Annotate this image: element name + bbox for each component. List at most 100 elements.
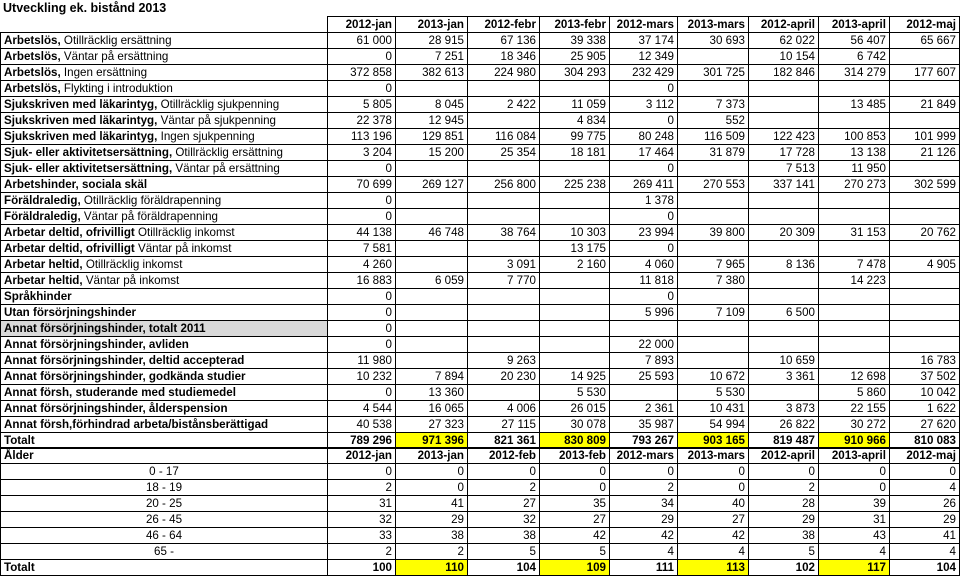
value-cell: 0 (327, 48, 396, 65)
age-total-value-cell: 113 (677, 559, 749, 576)
value-cell: 21 126 (889, 144, 960, 161)
value-cell: 16 883 (327, 272, 396, 289)
row-label-category: Sjuk- eller aktivitetsersättning, (4, 162, 173, 175)
value-cell: 4 060 (609, 256, 678, 273)
age-value-cell: 4 (609, 543, 678, 560)
row-label-category: Sjukskriven med läkarintyg, (4, 130, 158, 143)
age-value-cell: 26 (889, 495, 960, 512)
value-cell: 35 987 (609, 416, 678, 433)
row-label-detail: Otillräcklig inkomst (134, 226, 235, 239)
value-cell (467, 384, 540, 401)
value-cell (889, 336, 960, 353)
value-cell: 1 622 (889, 400, 960, 417)
table-row: Arbetar deltid, ofrivilligt Otillräcklig… (0, 224, 960, 241)
value-cell: 11 980 (327, 352, 396, 369)
value-cell (539, 160, 610, 177)
value-cell (395, 352, 468, 369)
value-cell (467, 160, 540, 177)
row-label-detail: Otillräcklig föräldrapenning (80, 194, 222, 207)
value-cell: 40 538 (327, 416, 396, 433)
value-cell (889, 304, 960, 321)
value-cell (748, 384, 819, 401)
value-cell (818, 320, 890, 337)
value-cell: 80 248 (609, 128, 678, 145)
table-row: Föräldraledig, Otillräcklig föräldrapenn… (0, 192, 960, 209)
age-total-value-cell: 104 (889, 559, 960, 576)
value-cell: 13 138 (818, 144, 890, 161)
row-label-category: Arbetslös, (4, 66, 61, 79)
age-value-cell: 42 (539, 527, 610, 544)
row-label-category: Arbetslös, (4, 82, 61, 95)
value-cell (677, 336, 749, 353)
age-value-cell: 33 (327, 527, 396, 544)
value-cell: 3 873 (748, 400, 819, 417)
value-cell (748, 288, 819, 305)
value-cell (467, 80, 540, 97)
age-value-cell: 0 (327, 463, 396, 480)
value-cell: 23 994 (609, 224, 678, 241)
value-cell (748, 192, 819, 209)
age-value-cell: 0 (889, 463, 960, 480)
value-cell: 7 513 (748, 160, 819, 177)
value-cell: 270 553 (677, 176, 749, 193)
value-cell: 10 303 (539, 224, 610, 241)
value-cell: 122 423 (748, 128, 819, 145)
age-value-cell: 40 (677, 495, 749, 512)
value-cell (889, 160, 960, 177)
value-cell: 37 502 (889, 368, 960, 385)
total-value-cell: 903 165 (677, 432, 749, 449)
age-column-header: 2012-april (748, 447, 819, 464)
value-cell: 7 251 (395, 48, 468, 65)
value-cell: 10 431 (677, 400, 749, 417)
value-cell (748, 112, 819, 129)
value-cell (748, 272, 819, 289)
age-value-cell: 42 (609, 527, 678, 544)
value-cell: 11 818 (609, 272, 678, 289)
age-value-cell: 5 (748, 543, 819, 560)
age-value-cell: 27 (467, 495, 540, 512)
value-cell: 270 273 (818, 176, 890, 193)
row-label: Annat försörjningshinder, avliden (0, 336, 328, 353)
age-label: 26 - 45 (0, 511, 328, 528)
age-label: 0 - 17 (0, 463, 328, 480)
value-cell: 382 613 (395, 64, 468, 81)
value-cell: 4 834 (539, 112, 610, 129)
age-total-value-cell: 110 (395, 559, 468, 576)
age-column-header: 2013-april (818, 447, 890, 464)
value-cell: 7 893 (609, 352, 678, 369)
value-cell: 7 373 (677, 96, 749, 113)
table-row: Annat försörjningshinder, avliden 0 22 000 (0, 336, 960, 353)
table-row: Språkhinder 0 0 (0, 288, 960, 305)
age-value-cell: 42 (677, 527, 749, 544)
age-total-value-cell: 104 (467, 559, 540, 576)
value-cell: 302 599 (889, 176, 960, 193)
age-row: 0 - 17 0 0 0 0 0 0 0 0 0 (0, 463, 960, 480)
column-header: 2013-mars (677, 16, 749, 33)
table-row: Annat försh, studerande med studiemedel 0… (0, 384, 960, 401)
age-value-cell: 39 (818, 495, 890, 512)
row-label: Föräldraledig, Otillräcklig föräldrapenn… (0, 192, 328, 209)
row-label: Annat försörjningshinder, godkända studi… (0, 368, 328, 385)
value-cell (889, 288, 960, 305)
value-cell: 5 860 (818, 384, 890, 401)
value-cell: 304 293 (539, 64, 610, 81)
row-label: Föräldraledig, Väntar på föräldrapenning (0, 208, 328, 225)
row-label-detail: Ingen sjukpenning (157, 130, 255, 143)
row-label: Arbetslös, Ingen ersättning (0, 64, 328, 81)
value-cell: 31 153 (818, 224, 890, 241)
value-cell (677, 288, 749, 305)
value-cell (889, 208, 960, 225)
value-cell: 20 309 (748, 224, 819, 241)
value-cell: 65 667 (889, 32, 960, 49)
value-cell: 3 361 (748, 368, 819, 385)
column-header: 2012-febr (467, 16, 540, 33)
value-cell (677, 192, 749, 209)
value-cell: 256 800 (467, 176, 540, 193)
value-cell: 337 141 (748, 176, 819, 193)
age-value-cell: 4 (889, 479, 960, 496)
value-cell: 177 607 (889, 64, 960, 81)
value-cell: 225 238 (539, 176, 610, 193)
table-row: Arbetslös, Otillräcklig ersättning 61 000… (0, 32, 960, 49)
age-value-cell: 29 (748, 511, 819, 528)
value-cell (818, 304, 890, 321)
